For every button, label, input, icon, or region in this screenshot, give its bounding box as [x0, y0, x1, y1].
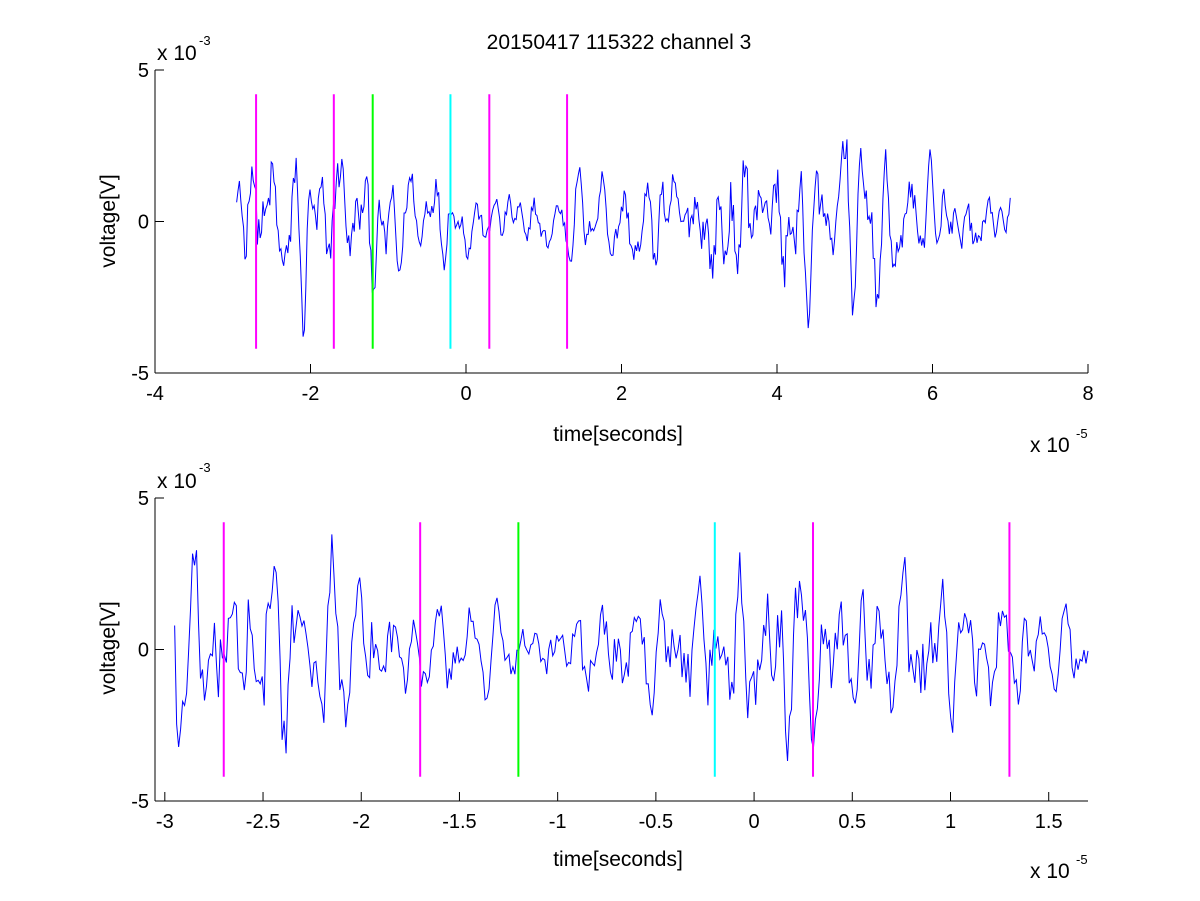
top-x-exponent-power: -5 — [1076, 426, 1088, 441]
top-x-exponent-base: x 10 — [1030, 434, 1070, 457]
chart-title: 20150417 115322 channel 3 — [487, 31, 752, 54]
top-x-tick-label-4: 4 — [771, 383, 782, 405]
top-y-tick-label-2: 5 — [138, 60, 149, 82]
top-subplot: -4 -2 0 2 4 6 8 -5 0 5 time[seconds] voltage[V] x… — [97, 33, 1094, 457]
bottom-x-tick-label-7: 0.5 — [838, 811, 866, 833]
bottom-y-exponent-power: -3 — [199, 460, 211, 475]
top-x-tick-label-6: 8 — [1082, 383, 1093, 405]
bottom-y-tick-label-2: 5 — [138, 488, 149, 510]
top-x-tick-label-5: 6 — [927, 383, 938, 405]
bottom-x-tick-label-5: -0.5 — [639, 811, 673, 833]
bottom-x-tick-label-6: 0 — [749, 811, 760, 833]
bottom-plot-area: -3 -2.5 -2 -1.5 -1 -0.5 0 0.5 1 1.5 -5 0 5 — [131, 488, 1089, 833]
top-signal-line — [236, 139, 1011, 337]
top-y-exponent-power: -3 — [199, 33, 211, 48]
bottom-x-exponent-power: -5 — [1076, 852, 1088, 867]
top-x-tick-label-3: 2 — [616, 383, 627, 405]
top-x-axis-label: time[seconds] — [553, 423, 683, 446]
bottom-y-tick-label-1: 0 — [138, 640, 149, 662]
top-y-axis-label: voltage[V] — [97, 174, 120, 267]
top-y-tick-label-0: -5 — [131, 363, 149, 385]
bottom-x-axis-label: time[seconds] — [553, 848, 683, 871]
bottom-x-tick-label-3: -1.5 — [442, 811, 476, 833]
top-y-exponent-base: x 10 — [157, 42, 197, 65]
bottom-x-tick-label-1: -2.5 — [246, 811, 280, 833]
top-x-tick-label-0: -4 — [146, 383, 164, 405]
bottom-x-tick-label-4: -1 — [549, 811, 567, 833]
bottom-y-tick-label-0: -5 — [131, 791, 149, 813]
bottom-x-exponent-base: x 10 — [1030, 860, 1070, 883]
bottom-signal-line — [174, 534, 1089, 762]
bottom-subplot: -3 -2.5 -2 -1.5 -1 -0.5 0 0.5 1 1.5 -5 0 5 time[seco… — [97, 460, 1089, 883]
bottom-y-exponent-base: x 10 — [157, 470, 197, 493]
bottom-x-tick-label-2: -2 — [352, 811, 370, 833]
bottom-y-axis-label: voltage[V] — [97, 601, 120, 694]
top-y-tick-label-1: 0 — [138, 212, 149, 234]
top-x-tick-label-1: -2 — [302, 383, 320, 405]
top-x-tick-label-2: 0 — [460, 383, 471, 405]
bottom-x-tick-label-0: -3 — [156, 811, 174, 833]
top-plot-area: -4 -2 0 2 4 6 8 -5 0 5 — [131, 60, 1093, 405]
bottom-x-tick-label-9: 1.5 — [1035, 811, 1063, 833]
bottom-x-tick-label-8: 1 — [945, 811, 956, 833]
